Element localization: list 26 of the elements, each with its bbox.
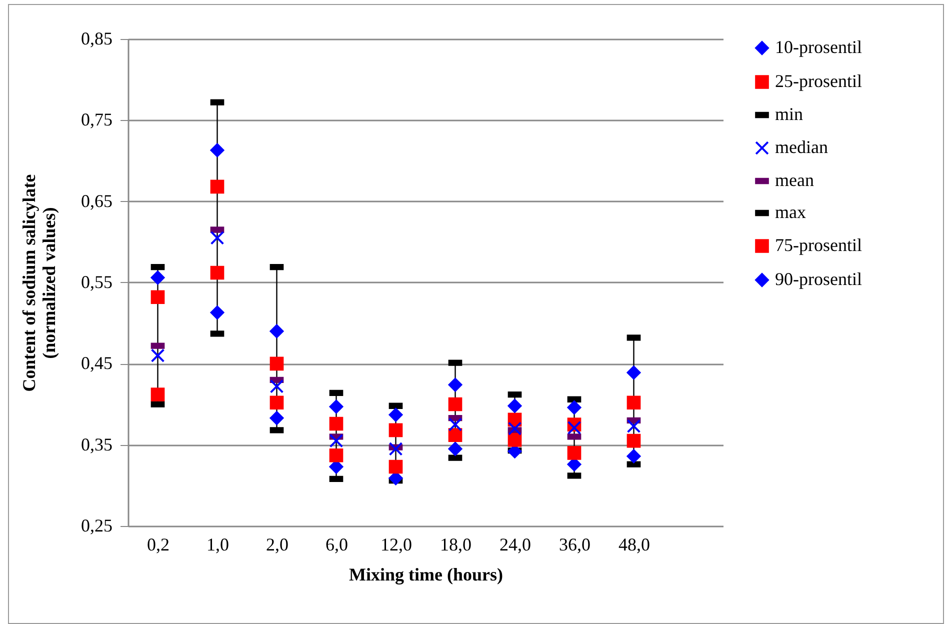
- legend-label: max: [775, 202, 806, 222]
- legend-label: 90-prosentil: [775, 269, 862, 289]
- x-tick-label: 48,0: [618, 534, 650, 554]
- y-axis-title: Content of sodium salicylate (normalized values): [19, 174, 59, 392]
- x-tick-label: 12,0: [380, 534, 412, 554]
- x-tick-label: 36,0: [559, 534, 590, 554]
- x-tick-label: 24,0: [500, 534, 531, 554]
- x-tick-label: 2,0: [266, 534, 288, 554]
- legend-label: median: [775, 137, 828, 157]
- y-tick-label: 0,45: [81, 353, 112, 374]
- y-tick-label: 0,25: [81, 516, 112, 536]
- legend-label: min: [775, 104, 804, 124]
- y-tick-label: 0,85: [81, 28, 112, 48]
- legend-label: 25-prosentil: [775, 71, 862, 91]
- x-tick-label: 6,0: [326, 534, 348, 554]
- legend-label: 10-prosentil: [775, 37, 862, 57]
- y-tick-label: 0,55: [81, 272, 112, 292]
- legend-label: mean: [775, 170, 814, 190]
- x-axis-title: Mixing time (hours): [349, 564, 503, 584]
- y-tick-label: 0,65: [81, 190, 112, 211]
- y-tick-label: 0,35: [81, 434, 112, 454]
- legend-label: 75-prosentil: [775, 235, 862, 255]
- x-tick-label: 1,0: [206, 534, 229, 554]
- x-tick-label: 0,2: [147, 534, 170, 554]
- x-tick-label: 18,0: [440, 534, 472, 554]
- y-tick-label: 0,75: [81, 110, 112, 130]
